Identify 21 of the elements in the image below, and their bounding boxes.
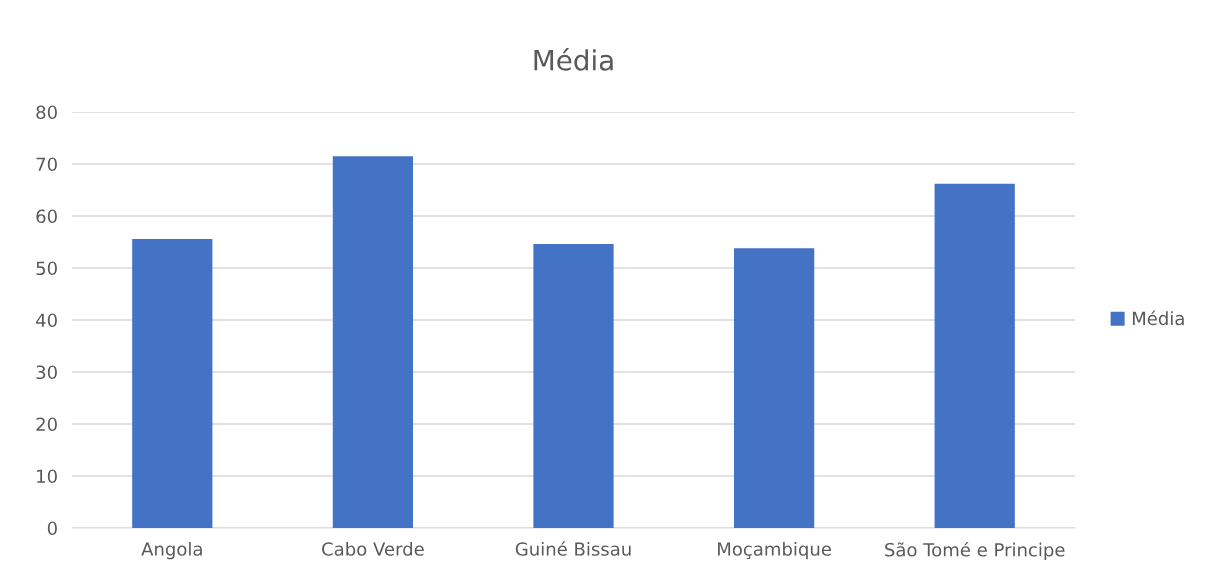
y-tick-label: 50 [36,261,57,276]
bar [533,244,614,528]
bar [733,248,815,528]
bar [934,183,1015,528]
chart-title: Média [534,48,613,71]
x-tick-label: Guiné Bissau [515,541,631,556]
y-tick-label: 20 [36,417,57,432]
bar [132,238,213,528]
x-tick-label: Moçambique [718,541,831,560]
x-tick-label: São Tomé e Principe [885,541,1065,561]
y-tick-label: 80 [36,105,57,120]
x-tick-label: Angola [141,541,202,560]
y-tick-label: 0 [47,521,57,536]
x-tick-label: Cabo Verde [322,541,424,556]
y-tick-label: 40 [36,313,57,328]
y-tick-label: 60 [36,209,57,224]
bar [332,156,414,528]
y-tick-label: 30 [36,365,57,380]
y-tick-label: 70 [36,157,57,172]
legend-label: Média [1132,310,1184,326]
y-tick-label: 10 [37,469,57,484]
